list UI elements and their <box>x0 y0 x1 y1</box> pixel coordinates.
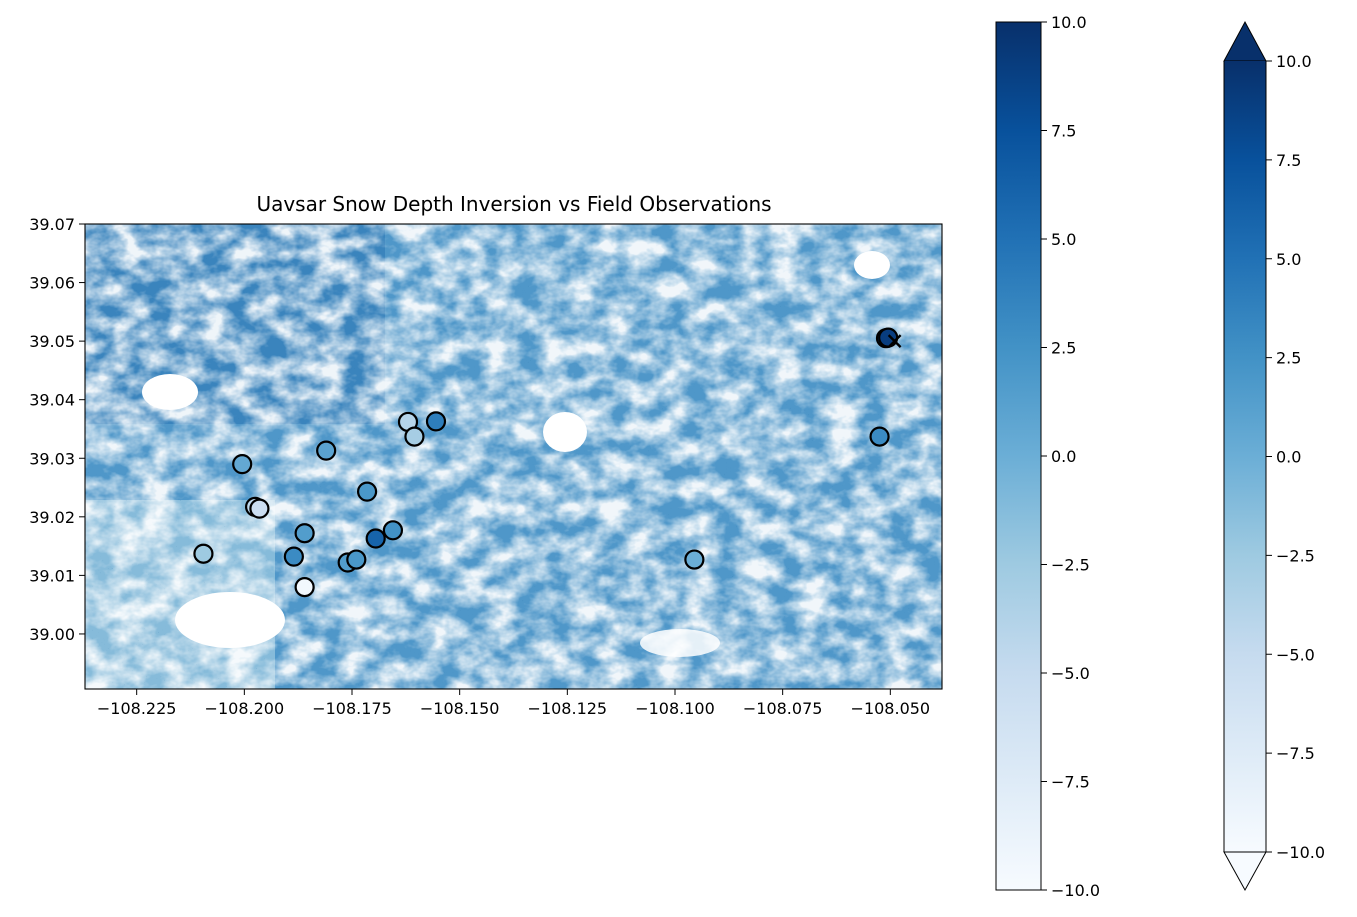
colorbar-1-tick-label: 10.0 <box>1051 13 1087 32</box>
raster-nodata-area <box>142 374 198 410</box>
field-observation-point <box>425 411 447 432</box>
colorbar-2-extend-max <box>1223 20 1267 62</box>
field-observation-point <box>684 549 705 570</box>
y-tick-label: 39.02 <box>29 508 75 527</box>
colorbar-1-axis: −10.0 −7.5 −5.0 −2.5 0.0 2.5 5.0 7.5 10.0 <box>1041 13 1100 900</box>
y-tick-label: 39.01 <box>29 566 75 585</box>
field-observation-point <box>232 454 253 475</box>
colorbar-1-tick-label: 2.5 <box>1051 339 1076 358</box>
x-tick-label: −108.050 <box>851 699 931 718</box>
colorbar-1-tick-label: −5.0 <box>1051 664 1090 683</box>
colorbar-1-tick-label: −10.0 <box>1051 881 1100 900</box>
colorbar-2-tick-label: 5.0 <box>1276 250 1301 269</box>
field-observations-layer <box>193 327 899 598</box>
colorbar-1-tick-label: 0.0 <box>1051 447 1076 466</box>
field-observation-point <box>878 327 899 348</box>
raster-nodata-area <box>543 412 587 452</box>
y-tick-label: 39.03 <box>29 449 75 468</box>
x-tick-label: −108.225 <box>97 699 177 718</box>
x-axis: −108.225 −108.200 −108.175 −108.150 −108.125… <box>97 689 930 718</box>
field-observation-point <box>294 523 315 544</box>
colorbar-1-tick-label: 5.0 <box>1051 230 1076 249</box>
colorbar-2-tick-label: −10.0 <box>1276 843 1325 862</box>
y-tick-label: 39.07 <box>29 215 75 234</box>
x-tick-label: −108.100 <box>635 699 715 718</box>
colorbar-2-tick-label: 7.5 <box>1276 151 1301 170</box>
field-observation-point <box>869 426 890 447</box>
colorbar-1-gradient <box>996 22 1041 890</box>
colorbar-1: −10.0 −7.5 −5.0 −2.5 0.0 2.5 5.0 7.5 10.0 <box>995 13 1100 900</box>
colorbar-1-tick-label: −7.5 <box>1051 773 1090 792</box>
plot-title: Uavsar Snow Depth Inversion vs Field Obs… <box>256 192 771 216</box>
raster-nodata-area <box>175 592 285 648</box>
x-marker-stroke <box>887 334 902 348</box>
colorbar-2-tick-label: 10.0 <box>1276 52 1312 71</box>
colorbar-2-gradient <box>1224 61 1266 852</box>
colorbar-1-tick-label: 7.5 <box>1051 122 1076 141</box>
colorbar-2-tick-label: −5.0 <box>1276 645 1315 664</box>
field-observation-point <box>356 481 378 502</box>
y-tick-label: 39.00 <box>29 625 75 644</box>
colorbar-2-tick-label: 2.5 <box>1276 349 1301 368</box>
raster-nodata-area <box>854 251 890 279</box>
x-tick-label: −108.200 <box>205 699 285 718</box>
field-observation-point <box>346 549 367 570</box>
raster-background <box>85 224 942 689</box>
field-observation-point <box>249 498 270 519</box>
colorbar-2-extend-min <box>1223 851 1267 892</box>
raster-nodata-area <box>640 629 720 657</box>
colorbar-2-tick-label: 0.0 <box>1276 448 1301 467</box>
field-observation-point <box>382 520 404 541</box>
field-observation-point <box>316 440 337 461</box>
colorbar-2-tick-label: −2.5 <box>1276 546 1315 565</box>
x-tick-label: −108.150 <box>420 699 500 718</box>
colorbar-2: −10.0 −7.5 −5.0 −2.5 0.0 2.5 5.0 7.5 10.0 <box>1223 20 1325 892</box>
field-observation-point <box>404 426 425 447</box>
axes-frame <box>84 223 943 690</box>
field-observation-point <box>365 528 386 549</box>
y-axis: 39.00 39.01 39.02 39.03 39.04 39.05 39.06 39.07 <box>29 215 85 644</box>
y-tick-label: 39.06 <box>29 274 75 293</box>
x-tick-label: −108.125 <box>528 699 608 718</box>
colorbar-2-tick-label: −7.5 <box>1276 744 1315 763</box>
y-tick-label: 39.05 <box>29 332 75 351</box>
x-tick-label: −108.175 <box>312 699 392 718</box>
field-observation-point <box>193 543 214 564</box>
colorbar-2-axis: −10.0 −7.5 −5.0 −2.5 0.0 2.5 5.0 7.5 10.0 <box>1266 52 1325 862</box>
y-tick-label: 39.04 <box>29 391 75 410</box>
x-tick-label: −108.075 <box>743 699 823 718</box>
x-marker-layer <box>887 334 902 348</box>
colorbar-1-tick-label: −2.5 <box>1051 556 1090 575</box>
field-observation-point <box>283 546 304 567</box>
field-observation-point <box>294 576 315 598</box>
map-axes: −108.225 −108.200 −108.175 −108.150 −108.125… <box>29 215 943 718</box>
